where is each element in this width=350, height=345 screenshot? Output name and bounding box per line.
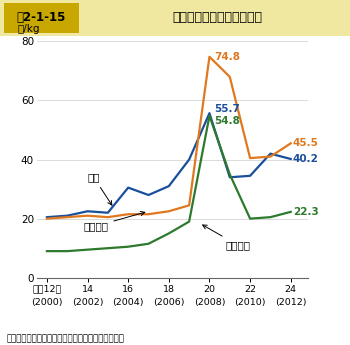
- Text: 尿素: 尿素: [88, 172, 112, 205]
- Text: 20: 20: [203, 285, 216, 294]
- Text: 18: 18: [163, 285, 175, 294]
- Text: 図2-1-15: 図2-1-15: [16, 11, 66, 24]
- Text: 14: 14: [82, 285, 93, 294]
- Text: 輸入肥料原料の単価の推移: 輸入肥料原料の単価の推移: [172, 11, 262, 24]
- Text: 22.3: 22.3: [293, 207, 318, 217]
- Text: (2008): (2008): [194, 298, 225, 307]
- Text: 74.8: 74.8: [215, 52, 240, 62]
- Text: (2004): (2004): [112, 298, 144, 307]
- Text: 塩化加里: 塩化加里: [84, 211, 145, 231]
- Text: 資料：財務省「貲易統計」を基に農林水産省で作成: 資料：財務省「貲易統計」を基に農林水産省で作成: [7, 334, 125, 343]
- Text: (2012): (2012): [275, 298, 307, 307]
- Text: (2010): (2010): [234, 298, 266, 307]
- Text: 54.8: 54.8: [215, 116, 240, 126]
- Text: 24: 24: [285, 285, 297, 294]
- Text: 55.7: 55.7: [215, 104, 240, 114]
- Text: 平成12年: 平成12年: [32, 285, 62, 294]
- Text: (2006): (2006): [153, 298, 184, 307]
- Text: 40.2: 40.2: [293, 154, 318, 164]
- Text: 16: 16: [122, 285, 134, 294]
- Text: りん鉱石: りん鉱石: [203, 225, 251, 250]
- Text: 45.5: 45.5: [293, 138, 318, 148]
- Text: (2000): (2000): [31, 298, 63, 307]
- Bar: [4, 3, 79, 33]
- Text: (2002): (2002): [72, 298, 103, 307]
- Text: 22: 22: [244, 285, 256, 294]
- Text: 円/kg: 円/kg: [18, 24, 40, 34]
